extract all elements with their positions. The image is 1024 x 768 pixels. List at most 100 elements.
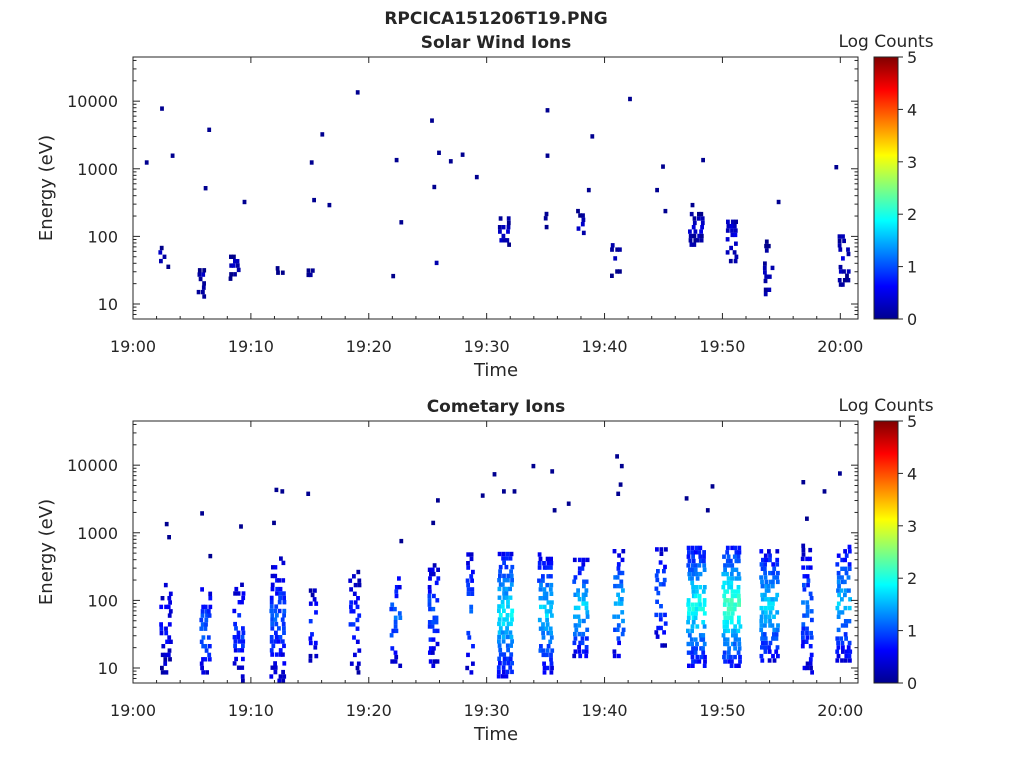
heatmap-cell: [840, 566, 844, 571]
heatmap-cell: [545, 648, 550, 653]
heatmap-cell: [766, 584, 771, 589]
heatmap-cell: [726, 554, 731, 559]
heatmap-cell: [353, 600, 358, 605]
heatmap-cell: [552, 508, 557, 513]
heatmap-cell: [471, 661, 475, 666]
heatmap-cell: [434, 580, 439, 586]
heatmap-cell: [277, 608, 282, 614]
heatmap-cell: [467, 635, 472, 640]
heatmap-cell: [233, 643, 237, 649]
heatmap-cell: [805, 516, 809, 521]
heatmap-cell: [701, 646, 705, 651]
heatmap-cell: [273, 573, 278, 579]
heatmap-cell: [509, 569, 513, 574]
heatmap-cell: [770, 597, 775, 602]
heatmap-cell: [236, 665, 241, 670]
heatmap-cell: [469, 556, 474, 562]
heatmap-cell: [466, 582, 470, 588]
heatmap-cell: [279, 556, 283, 561]
heatmap-cell: [841, 645, 845, 650]
heatmap-cell: [762, 566, 767, 571]
heatmap-cell: [583, 592, 588, 597]
heatmap-cell: [582, 649, 586, 654]
heatmap-cell: [390, 646, 395, 651]
heatmap-cell: [659, 604, 663, 609]
heatmap-cell: [775, 610, 780, 615]
heatmap-cell: [201, 657, 205, 662]
heatmap-cell: [837, 610, 841, 615]
heatmap-cell: [621, 618, 625, 624]
heatmap-cell: [236, 635, 241, 640]
heatmap-cell: [278, 586, 283, 592]
heatmap-cell: [581, 213, 585, 218]
heatmap-cell: [836, 645, 841, 650]
heatmap-cell: [573, 649, 578, 654]
heatmap-cell: [693, 229, 698, 234]
plot-frame: [132, 56, 859, 320]
heatmap-cell: [282, 674, 287, 679]
heatmap-cell: [233, 272, 237, 277]
heatmap-cell: [572, 640, 577, 646]
heatmap-cell: [504, 595, 509, 600]
heatmap-cell: [702, 550, 706, 555]
heatmap-cell: [544, 224, 549, 230]
heatmap-cell: [772, 627, 777, 633]
heatmap-cell: [312, 597, 317, 602]
heatmap-cell: [691, 646, 695, 651]
heatmap-cell: [510, 639, 514, 644]
heatmap-cell: [539, 644, 543, 649]
heatmap-cell: [505, 586, 509, 592]
heatmap-cell: [710, 484, 715, 489]
heatmap-cell: [233, 621, 237, 627]
heatmap-cell: [726, 606, 731, 612]
heatmap-cell: [159, 604, 164, 610]
heatmap-cell: [763, 605, 768, 611]
heatmap-cell: [469, 609, 474, 614]
heatmap-cell: [573, 575, 578, 580]
heatmap-cell: [310, 268, 315, 273]
heatmap-cell: [809, 665, 813, 671]
heatmap-cell: [208, 596, 213, 601]
heatmap-cell: [770, 623, 775, 628]
colorbar-gradient: [873, 56, 899, 320]
heatmap-cell: [159, 626, 164, 631]
heatmap-cell: [763, 645, 768, 650]
heatmap-cell: [842, 238, 846, 244]
heatmap-cell: [610, 243, 615, 248]
heatmap-cell: [204, 648, 209, 653]
heatmap-cell: [584, 605, 589, 611]
heatmap-cell: [729, 602, 734, 607]
heatmap-cell: [548, 587, 553, 592]
heatmap-cell: [501, 621, 506, 627]
heatmap-cell: [577, 557, 582, 563]
heatmap-cell: [655, 599, 659, 604]
heatmap-cell: [730, 611, 735, 616]
heatmap-cell: [732, 641, 737, 647]
heatmap-cell: [584, 588, 589, 593]
heatmap-cell: [737, 550, 742, 555]
heatmap-cell: [502, 238, 507, 243]
heatmap-cell: [548, 609, 553, 614]
heatmap-cell: [690, 202, 695, 208]
heatmap-cell: [508, 586, 512, 592]
heatmap-cell: [545, 622, 550, 627]
heatmap-cell: [241, 656, 245, 662]
heatmap-cell: [687, 571, 692, 577]
heatmap-cell: [164, 604, 168, 610]
heatmap-cell: [502, 608, 506, 613]
heatmap-cell: [165, 639, 169, 644]
heatmap-cell: [235, 263, 240, 268]
heatmap-cell: [584, 579, 589, 584]
heatmap-cell: [726, 650, 731, 655]
heatmap-cell: [841, 649, 845, 654]
heatmap-cell: [737, 641, 742, 647]
heatmap-cell: [572, 579, 577, 584]
heatmap-cell: [306, 272, 311, 278]
heatmap-cell: [542, 565, 547, 570]
heatmap-cell: [207, 652, 212, 658]
heatmap-cell: [427, 585, 432, 590]
heatmap-cell: [805, 630, 809, 636]
heatmap-cell: [764, 557, 769, 563]
heatmap-cell: [693, 637, 698, 642]
heatmap-cell: [762, 265, 767, 271]
